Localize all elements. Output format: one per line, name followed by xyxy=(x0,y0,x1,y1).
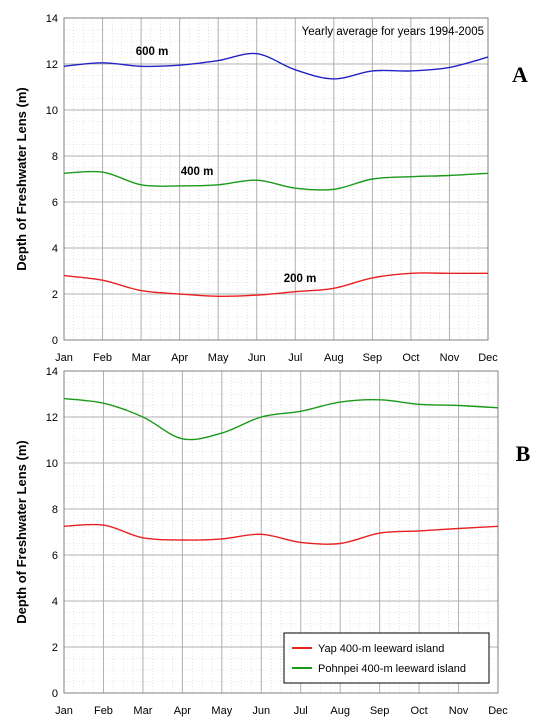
y-tick-label: 6 xyxy=(52,550,58,562)
x-tick-label: Nov xyxy=(449,705,469,717)
y-tick-label: 2 xyxy=(52,642,58,654)
x-tick-label: Jun xyxy=(248,352,266,364)
x-tick-label: Feb xyxy=(93,352,112,364)
y-tick-label: 4 xyxy=(52,596,58,608)
x-tick-label: Nov xyxy=(440,352,460,364)
x-tick-label: Apr xyxy=(171,352,188,364)
annotation-text: Yearly average for years 1994-2005 xyxy=(302,26,484,38)
legend-label: Pohnpei 400-m leeward island xyxy=(318,663,466,675)
x-tick-label: Aug xyxy=(330,705,350,717)
y-tick-label: 10 xyxy=(46,458,58,470)
series-line xyxy=(63,272,488,298)
x-tick-label: Apr xyxy=(174,705,191,717)
series-line xyxy=(63,170,489,191)
x-tick-label: Dec xyxy=(488,705,508,717)
y-axis-label: Depth of Freshwater Lens (m) xyxy=(14,87,29,270)
series-label: 400 m xyxy=(181,166,214,178)
plot-frame xyxy=(63,370,499,694)
x-tick-label: May xyxy=(211,705,232,717)
x-tick-label: Jul xyxy=(288,352,302,364)
x-tick-label: Aug xyxy=(324,352,344,364)
series-line xyxy=(63,397,499,441)
y-tick-label: 12 xyxy=(46,59,58,71)
plot-area xyxy=(64,18,488,340)
y-tick-label: 6 xyxy=(52,197,58,209)
y-tick-label: 4 xyxy=(52,243,58,255)
x-tick-label: Jul xyxy=(294,705,308,717)
series-line xyxy=(63,523,499,545)
x-tick-label: Jun xyxy=(252,705,270,717)
x-tick-label: Feb xyxy=(94,705,113,717)
y-tick-label: 0 xyxy=(52,335,58,347)
x-tick-label: Mar xyxy=(133,705,152,717)
y-tick-label: 8 xyxy=(52,504,58,516)
panel-letter: A xyxy=(512,62,528,87)
y-axis-label: Depth of Freshwater Lens (m) xyxy=(14,440,29,623)
legend-label: Yap 400-m leeward island xyxy=(318,643,444,655)
panel-b: 0 2 4 6 8 10 12 14 Jan Feb Mar Apr May Jun Jul Aug Sep Oc… xyxy=(14,366,531,717)
y-tick-label: 14 xyxy=(46,13,58,25)
y-tick-label: 8 xyxy=(52,151,58,163)
series-label: 600 m xyxy=(136,46,169,58)
y-tick-label: 10 xyxy=(46,105,58,117)
x-tick-label: Jan xyxy=(55,352,73,364)
panel-letter: B xyxy=(516,441,531,466)
plot-frame xyxy=(63,17,489,341)
panel-a: 0 2 4 6 8 10 12 14 Jan Feb Mar Apr May Jun Jul Aug Sep Oc… xyxy=(14,13,528,364)
series-label: 200 m xyxy=(284,273,317,285)
x-tick-label: Mar xyxy=(132,352,151,364)
x-tick-label: Jan xyxy=(55,705,73,717)
x-tick-label: Oct xyxy=(411,705,428,717)
series-line xyxy=(63,52,489,80)
y-tick-label: 12 xyxy=(46,412,58,424)
x-tick-label: Oct xyxy=(402,352,419,364)
y-tick-label: 14 xyxy=(46,366,58,378)
x-tick-label: Sep xyxy=(370,705,390,717)
legend-box xyxy=(283,632,490,684)
x-tick-label: Dec xyxy=(478,352,498,364)
x-tick-label: May xyxy=(208,352,229,364)
y-tick-label: 2 xyxy=(52,289,58,301)
x-tick-label: Sep xyxy=(363,352,383,364)
y-tick-label: 0 xyxy=(52,688,58,700)
